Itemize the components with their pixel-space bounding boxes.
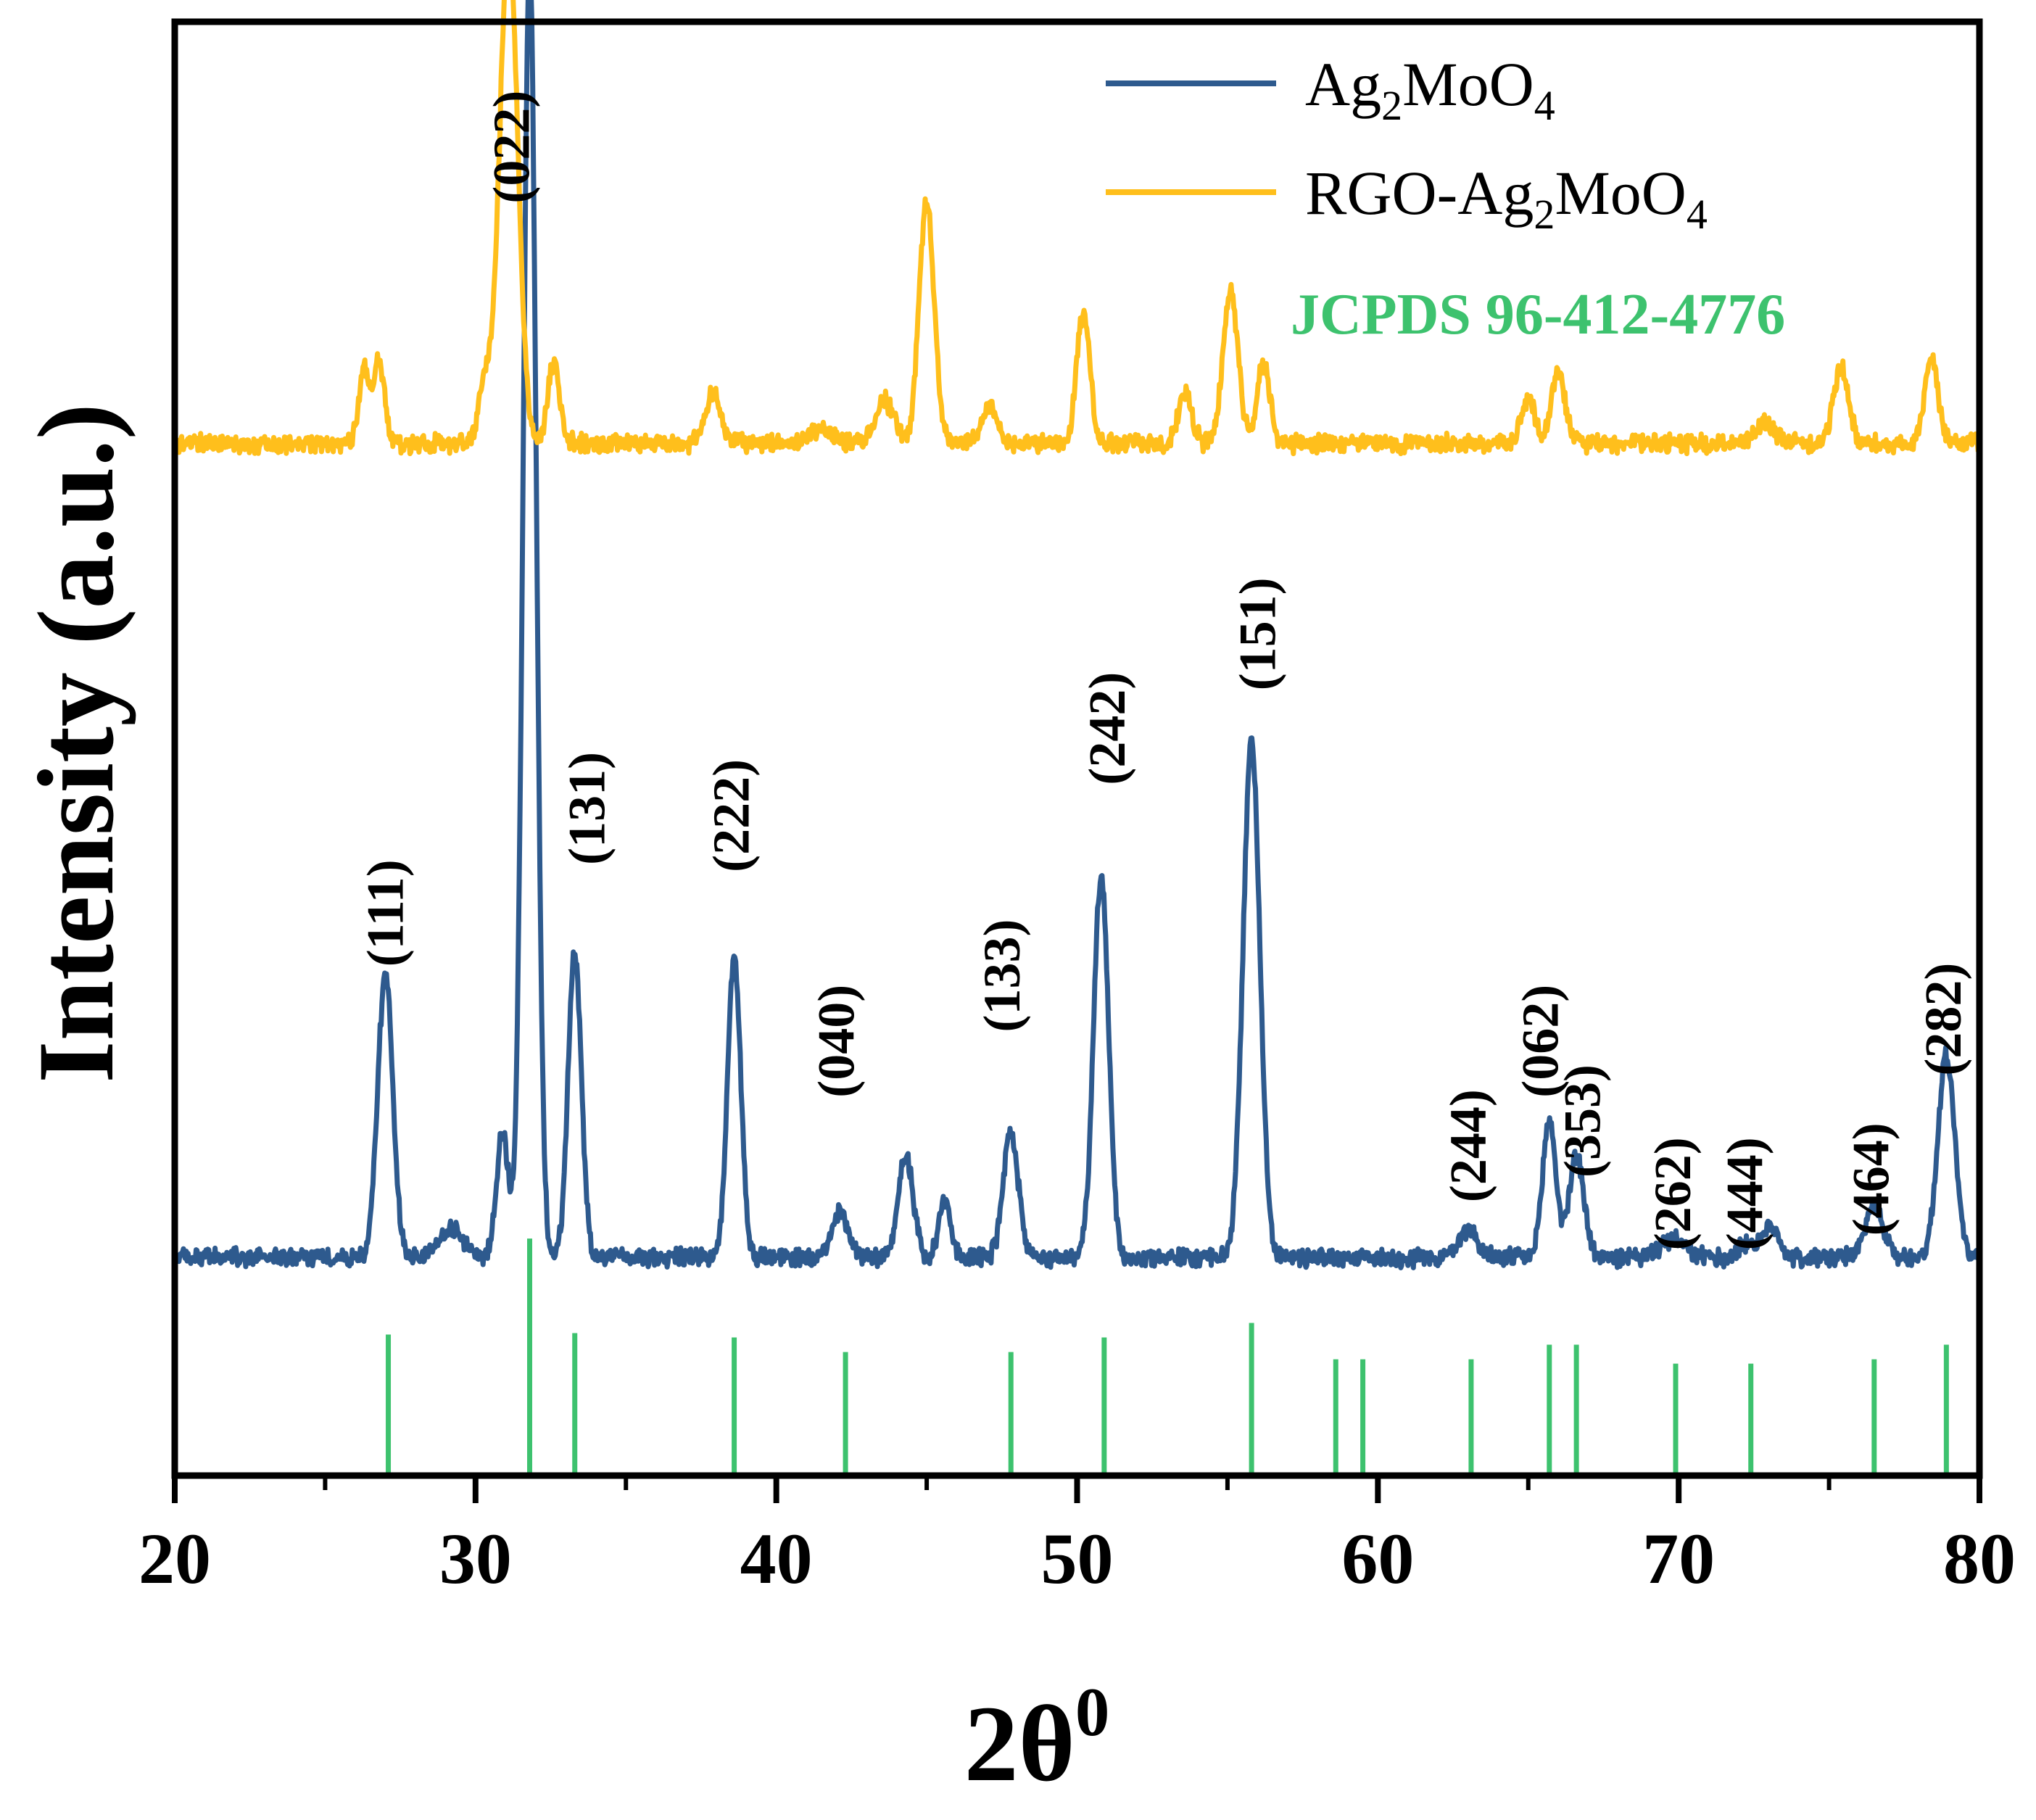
hkl-label: (111): [356, 859, 414, 967]
hkl-labels: (111) (022) (131) (222) (040) (133) (242) (151)…: [356, 91, 1972, 1251]
x-tick-label-60: 60: [1341, 1518, 1414, 1599]
x-axis-title-main: 2θ: [964, 1684, 1075, 1804]
hkl-label: (444): [1716, 1137, 1774, 1250]
x-axis-title: 2θ0: [964, 1674, 1110, 1804]
y-axis-title: Intensity (a.u.): [16, 403, 136, 1083]
hkl-label: (222): [702, 759, 760, 872]
series-line-ag2moo4: [173, 0, 1981, 1270]
hkl-label: (262): [1644, 1137, 1702, 1250]
x-tick-label-70: 70: [1642, 1518, 1715, 1599]
hkl-label: (133): [973, 919, 1031, 1033]
x-tick-label-30: 30: [439, 1518, 512, 1599]
legend-label-ag2moo4: Ag2MoO4: [1305, 49, 1555, 129]
plot-area: [173, 0, 1981, 1473]
legend-label-rgo-ag2moo4: RGO-Ag2MoO4: [1305, 158, 1708, 238]
x-tick-label-80: 80: [1943, 1518, 2016, 1599]
hkl-label: (151): [1228, 577, 1286, 690]
hkl-label: (244): [1439, 1089, 1497, 1202]
x-tick-label-50: 50: [1041, 1518, 1114, 1599]
series-line-rgo-ag2moo4: [174, 0, 1981, 457]
hkl-label: (131): [558, 752, 616, 865]
legend-reference-label: JCPDS 96-412-4776: [1291, 283, 1785, 347]
hkl-label: (353): [1553, 1064, 1611, 1178]
hkl-label: (282): [1914, 963, 1972, 1076]
x-tick-label-40: 40: [740, 1518, 813, 1599]
hkl-label: (022): [483, 91, 541, 204]
hkl-label: (040): [808, 985, 866, 1098]
hkl-label: (242): [1078, 672, 1136, 785]
hkl-label: (062): [1511, 985, 1569, 1098]
legend: Ag2MoO4 RGO-Ag2MoO4 JCPDS 96-412-4776: [1106, 49, 1785, 347]
x-axis: 20 30 40 50 60 70 80: [138, 1476, 2016, 1599]
series-group: [173, 0, 1981, 1270]
hkl-label: (464): [1842, 1122, 1900, 1236]
x-tick-label-20: 20: [138, 1518, 211, 1599]
x-axis-title-sup: 0: [1075, 1674, 1110, 1750]
reference-lines: [386, 1238, 1949, 1473]
